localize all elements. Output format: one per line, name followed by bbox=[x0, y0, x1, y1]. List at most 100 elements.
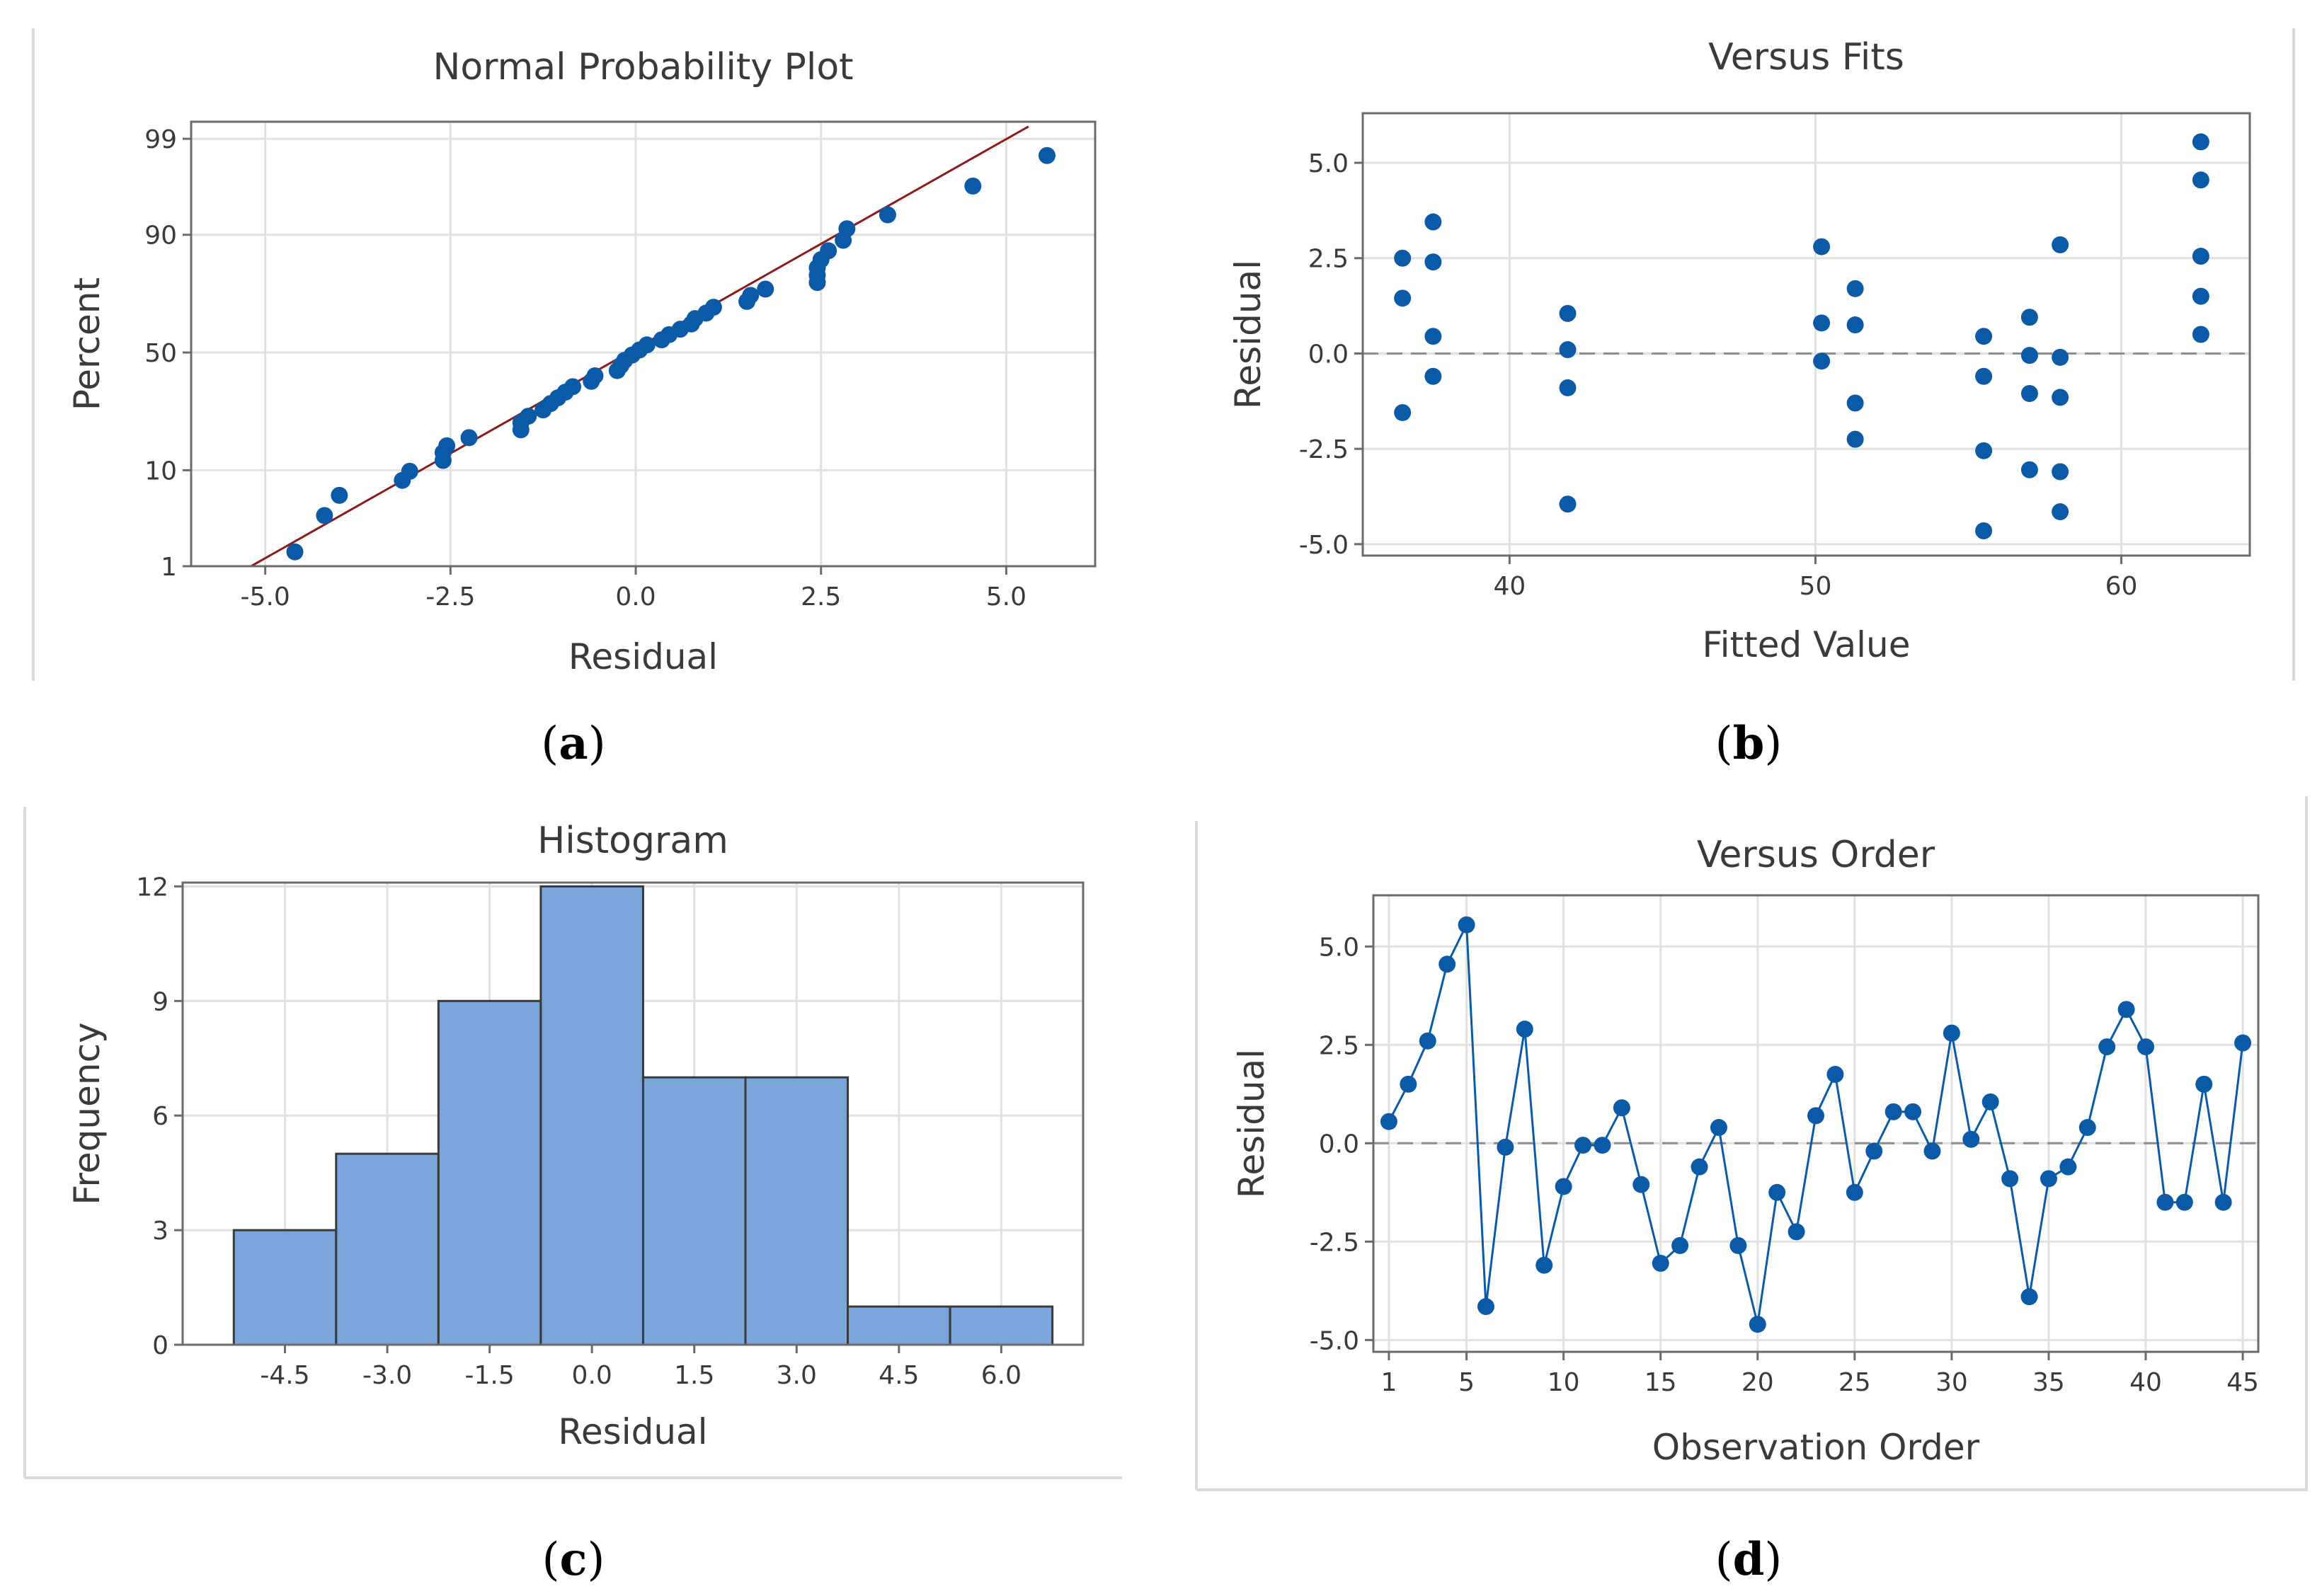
x-tick-label: -2.5 bbox=[425, 582, 475, 612]
data-point bbox=[1652, 1254, 1669, 1272]
x-tick-label: 5 bbox=[1458, 1368, 1475, 1397]
y-axis-label-d: Residual bbox=[1231, 1049, 1272, 1198]
plot-frame-c bbox=[181, 881, 1085, 1346]
data-point bbox=[964, 177, 982, 195]
caption-d: (d) bbox=[1715, 1533, 1783, 1586]
x-tick-label: 25 bbox=[1838, 1368, 1871, 1397]
data-point bbox=[1594, 1137, 1611, 1154]
data-point bbox=[460, 429, 478, 447]
data-point bbox=[1813, 314, 1831, 332]
y-tick-label: -5.0 bbox=[1310, 1326, 1359, 1355]
data-point bbox=[586, 367, 604, 384]
data-point bbox=[1691, 1158, 1708, 1176]
data-point bbox=[1846, 394, 1864, 412]
data-point bbox=[1574, 1137, 1592, 1154]
data-point bbox=[742, 287, 760, 304]
histogram-bar bbox=[744, 1076, 850, 1346]
data-point bbox=[286, 543, 304, 561]
data-point bbox=[2192, 248, 2209, 265]
data-point bbox=[1559, 495, 1577, 513]
chart-title-b: Versus Fits bbox=[1708, 36, 1904, 79]
data-point bbox=[1904, 1103, 1922, 1120]
data-point bbox=[2192, 326, 2209, 343]
data-point bbox=[1632, 1176, 1650, 1193]
data-point bbox=[331, 486, 348, 504]
y-tick-label: 3 bbox=[152, 1217, 168, 1246]
data-point bbox=[2052, 389, 2069, 406]
y-tick-label: 2.5 bbox=[1319, 1031, 1359, 1060]
x-tick-label: 1 bbox=[1380, 1368, 1397, 1397]
x-tick-label: -5.0 bbox=[241, 582, 290, 612]
data-point bbox=[438, 437, 456, 454]
data-point bbox=[1813, 238, 1831, 256]
histogram-bar bbox=[437, 999, 542, 1346]
data-point bbox=[1768, 1183, 1786, 1201]
data-point bbox=[2059, 1158, 2077, 1176]
y-tick-label: -2.5 bbox=[1299, 435, 1349, 464]
panel-frames bbox=[23, 28, 2308, 1491]
y-tick-label: -5.0 bbox=[1299, 531, 1349, 560]
caption-b: (b) bbox=[1715, 717, 1783, 770]
data-point bbox=[2192, 287, 2209, 305]
plot-frame-d bbox=[1372, 894, 2260, 1353]
data-point bbox=[1671, 1236, 1689, 1254]
x-tick-label: 40 bbox=[1493, 572, 1526, 601]
data-point bbox=[1975, 522, 1993, 539]
data-point bbox=[1981, 1093, 1999, 1110]
data-point bbox=[1400, 1075, 1417, 1093]
data-point bbox=[704, 299, 722, 316]
data-point bbox=[1424, 213, 1442, 231]
x-tick-label: 0.0 bbox=[615, 582, 656, 612]
data-point bbox=[1516, 1021, 1533, 1038]
x-tick-label: -4.5 bbox=[260, 1361, 309, 1390]
data-point bbox=[2020, 309, 2038, 326]
x-tick-label: 0.0 bbox=[572, 1361, 612, 1390]
x-tick-label: 4.5 bbox=[879, 1361, 919, 1390]
data-point bbox=[1394, 289, 1412, 307]
y-tick-label: 5.0 bbox=[1308, 149, 1349, 178]
x-tick-label: 10 bbox=[1548, 1368, 1580, 1397]
data-point bbox=[1424, 367, 1442, 385]
x-tick-label: 6.0 bbox=[981, 1361, 1022, 1390]
data-point bbox=[2020, 461, 2038, 478]
data-point bbox=[2020, 385, 2038, 403]
chart-title-d: Versus Order bbox=[1697, 834, 1935, 876]
y-tick-label: 1 bbox=[161, 553, 177, 582]
data-point bbox=[2001, 1170, 2019, 1188]
data-point bbox=[1424, 253, 1442, 271]
data-point bbox=[638, 336, 656, 354]
y-tick-label: 6 bbox=[152, 1102, 168, 1131]
x-tick-label: -3.0 bbox=[362, 1361, 412, 1390]
chart-versus-fits: 40 50 60 -5.0 -2.5 0.0 2.5 5.0 Versus Fits Fitted… bbox=[1228, 36, 2251, 665]
y-tick-label: 99 bbox=[144, 125, 177, 154]
data-point bbox=[2156, 1193, 2174, 1211]
data-point bbox=[1813, 352, 1831, 370]
data-point bbox=[2137, 1038, 2155, 1056]
data-point bbox=[1555, 1178, 1572, 1195]
x-tick-label: 3.0 bbox=[777, 1361, 817, 1390]
series-line bbox=[1388, 920, 2244, 1325]
x-tick-label: 50 bbox=[1800, 572, 1832, 601]
caption-a: (a) bbox=[541, 717, 605, 770]
histogram-bar bbox=[232, 1229, 338, 1346]
y-axis-label-c: Frequency bbox=[67, 1022, 108, 1205]
data-point bbox=[1846, 1183, 1863, 1201]
data-point bbox=[1559, 341, 1577, 359]
data-point bbox=[401, 462, 418, 480]
data-point bbox=[1846, 316, 1864, 334]
histogram-bar bbox=[335, 1152, 440, 1346]
data-point bbox=[1380, 1113, 1397, 1130]
x-tick-label: -1.5 bbox=[465, 1361, 515, 1390]
histogram-bar bbox=[847, 1305, 951, 1346]
data-point bbox=[2020, 1288, 2038, 1306]
data-point bbox=[1826, 1065, 1844, 1083]
data-point bbox=[2195, 1075, 2213, 1093]
data-point bbox=[2192, 171, 2209, 189]
y-tick-label: 50 bbox=[144, 339, 177, 368]
data-point bbox=[1788, 1223, 1805, 1241]
caption-c: (c) bbox=[542, 1533, 605, 1586]
y-tick-label: 90 bbox=[144, 222, 177, 251]
data-point bbox=[1559, 304, 1577, 322]
x-tick-label: 5.0 bbox=[986, 582, 1026, 612]
